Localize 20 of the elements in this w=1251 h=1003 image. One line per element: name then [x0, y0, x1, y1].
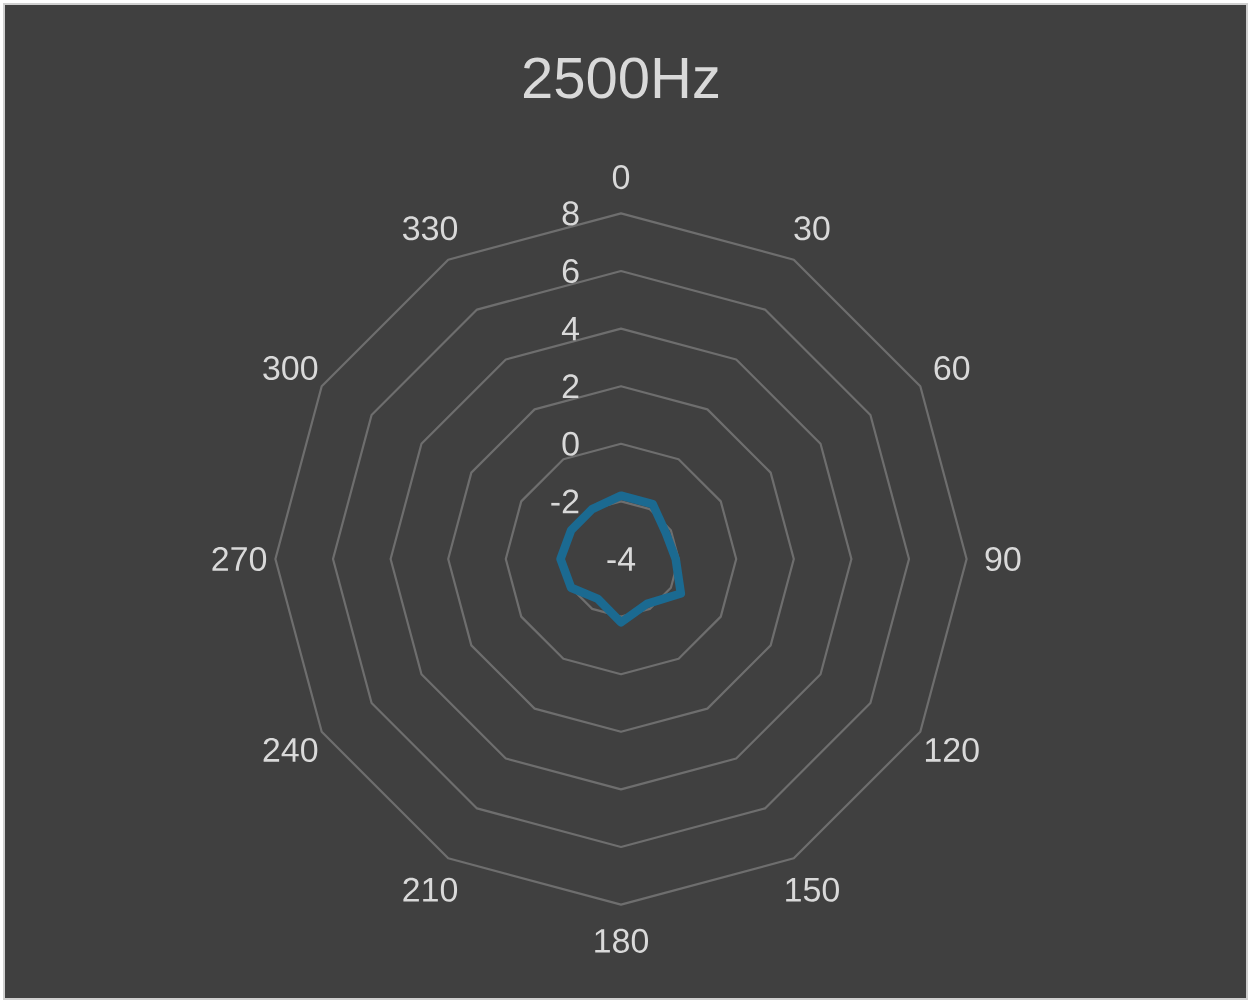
- y-tick-label: 0: [562, 431, 579, 456]
- y-tick-label: 4: [561, 316, 580, 341]
- spoke-label: 240: [263, 737, 318, 762]
- y-tick-label: 6: [562, 258, 579, 284]
- spoke-label: 270: [212, 546, 267, 572]
- y-tick-label: -2: [551, 489, 579, 514]
- chart-title: 2500Hz: [523, 57, 719, 99]
- spoke-label: 180: [595, 928, 649, 953]
- spoke-label: 120: [925, 737, 979, 762]
- y-tick-label: 8: [562, 201, 579, 226]
- spoke-label: 60: [934, 356, 970, 381]
- spoke-label: 30: [794, 216, 830, 241]
- spoke-label: 90: [985, 546, 1021, 572]
- spoke-label: 210: [403, 877, 458, 902]
- spoke-label: 330: [402, 216, 458, 241]
- spoke-label: 300: [263, 356, 318, 381]
- spoke-label: 0: [612, 165, 630, 190]
- spoke-label: 150: [786, 877, 839, 902]
- y-tick-label: 2: [562, 374, 579, 399]
- y-tick-label: -4: [607, 547, 636, 571]
